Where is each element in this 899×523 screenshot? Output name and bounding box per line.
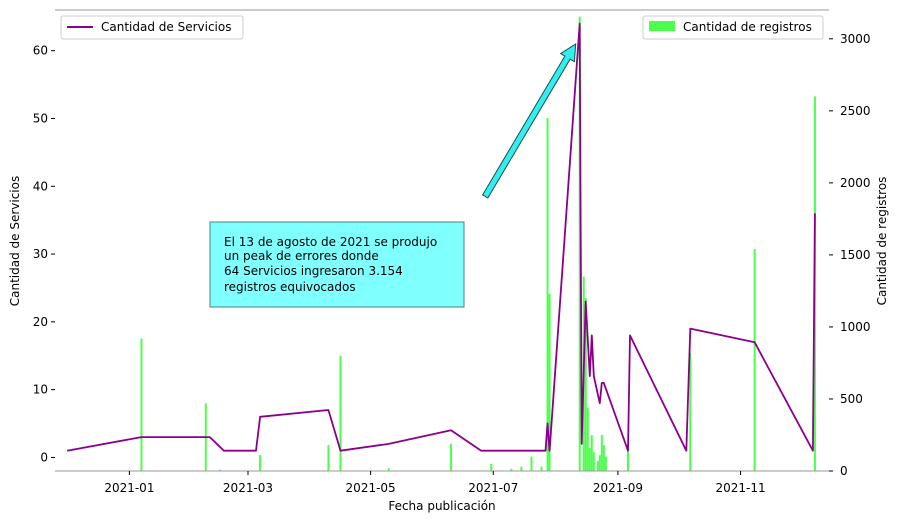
y-left-tick-label-4: 40 [33,179,48,193]
y-ticks-left: 0 10 20 30 40 50 60 [33,44,55,464]
bar-29 [753,249,756,471]
bar-19 [588,447,591,471]
x-tick-label-2: 2021-05 [346,481,396,495]
bar-3 [259,455,262,471]
annotation-line-1: El 13 de agosto de 2021 se produjo [224,235,437,249]
bar-2 [218,469,221,471]
legend-servicios: Cantidad de Servicios [60,15,244,40]
x-ticks: 2021-01 2021-03 2021-05 2021-07 2021-09 2021-… [104,471,766,495]
bar-12 [540,466,543,471]
bar-7 [450,443,453,471]
annotation-line-3: 64 Servicios ingresaron 3.154 [224,264,403,278]
y-right-tick-label-0: 0 [840,464,848,478]
bar-18 [586,407,589,471]
annotation-box [209,221,465,308]
x-tick-label-5: 2021-11 [715,481,765,495]
bar-21 [592,452,595,471]
y-left-tick-label-0: 0 [40,450,48,464]
y-ticks-right: 0 500 1000 1500 2000 2500 3000 [829,32,871,478]
y-right-tick-label-5: 2500 [840,104,871,118]
y-right-tick-label-4: 2000 [840,176,871,190]
annotation: El 13 de agosto de 2021 se produjo un pe… [209,42,577,308]
bar-22 [596,460,599,471]
y-right-tick-label-2: 1000 [840,320,871,334]
bar-23 [598,455,601,471]
bar-0 [140,338,143,471]
y-left-tick-label-2: 20 [33,315,48,329]
bar-11 [530,456,533,471]
y-right-tick-label-6: 3000 [840,32,871,46]
y-left-tick-label-3: 30 [33,247,48,261]
legend-registros-label: Cantidad de registros [683,20,812,34]
bar-15 [578,16,581,472]
y-right-tick-label-1: 500 [840,392,863,406]
axes [55,9,829,472]
bar-27 [626,445,629,471]
legend-servicios-label: Cantidad de Servicios [101,20,232,34]
annotation-arrow [481,42,577,199]
bar-9 [510,468,513,471]
bar-24 [600,434,603,471]
x-tick-label-0: 2021-01 [104,481,154,495]
annotation-line-4: registros equivocados [224,280,356,294]
bar-26 [604,456,607,471]
x-tick-label-4: 2021-09 [593,481,643,495]
bar-20 [590,434,593,471]
annotation-line-2: un peak de errores donde [224,249,379,263]
bar-28 [689,352,692,471]
x-tick-label-3: 2021-07 [468,481,518,495]
bar-8 [490,463,493,471]
y-right-tick-label-3: 1500 [840,248,871,262]
y-axis-label-right: Cantidad de registros [875,177,889,306]
bar-5 [339,355,342,471]
y-left-tick-label-6: 60 [33,44,48,58]
bar-6 [387,468,390,471]
bar-10 [520,466,523,471]
bar-14 [548,293,551,471]
y-left-tick-label-1: 10 [33,383,48,397]
legend-registros-swatch [649,21,675,31]
servicios-line [66,22,816,452]
line-series-servicios [66,22,816,452]
legend-servicios-box [60,15,244,40]
bar-17 [584,298,587,471]
bar-4 [327,445,330,471]
x-tick-label-1: 2021-03 [223,481,273,495]
bar-25 [602,445,605,471]
x-axis-label: Fecha publicación [388,499,495,513]
y-axis-label-left: Cantidad de Servicios [8,176,22,307]
bar-13 [546,118,549,471]
y-left-tick-label-5: 50 [33,111,48,125]
legend-registros: Cantidad de registros [642,15,824,40]
legend-registros-box [642,15,824,40]
